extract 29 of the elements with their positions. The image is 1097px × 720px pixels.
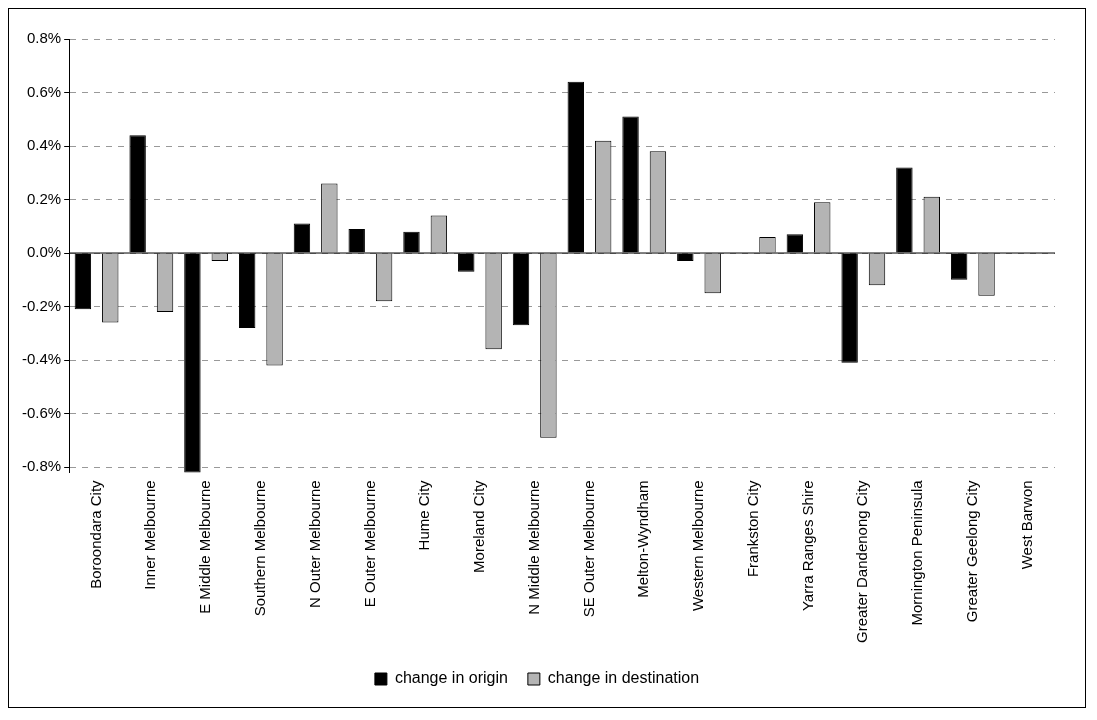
x-tick-label: West Barwon: [1017, 480, 1035, 570]
y-tick-label: 0.8%: [26, 29, 62, 47]
y-tick-label: 0.6%: [26, 82, 62, 100]
x-tick-label: Boroondara City: [86, 479, 104, 589]
y-tick-label: -0.2%: [22, 296, 62, 314]
x-tick-label: Western Melbourne: [689, 480, 707, 612]
x-tick-label: N Middle Melbourne: [524, 480, 542, 615]
x-tick-label: Melton-Wyndham: [634, 480, 652, 598]
x-tick-label: E Outer Melbourne: [360, 480, 378, 608]
x-tick-label: Greater Geelong City: [962, 479, 980, 623]
x-tick-label: Greater Dandenong City: [853, 479, 871, 643]
x-tick-label: Inner Melbourne: [141, 480, 159, 590]
y-tick-label: -0.6%: [22, 403, 62, 421]
y-tick-label: 0.4%: [26, 136, 62, 154]
y-tick-label: 0.2%: [26, 189, 62, 207]
y-tick-label: -0.8%: [22, 457, 62, 475]
x-tick-label: Mornington Peninsula: [908, 479, 926, 626]
x-tick-label: Hume City: [415, 479, 433, 551]
x-tick-label: Frankston City: [743, 479, 761, 578]
x-tick-label: SE Outer Melbourne: [579, 480, 597, 618]
x-tick-label: Yarra Ranges Shire: [798, 480, 816, 612]
y-tick-label: -0.4%: [22, 350, 62, 368]
y-tick-label: 0.0%: [26, 243, 62, 261]
x-tick-label: N Outer Melbourne: [305, 480, 323, 608]
x-tick-label: E Middle Melbourne: [196, 480, 214, 614]
x-tick-label: Southern Melbourne: [251, 480, 269, 617]
legend-label: change in destination: [547, 669, 700, 687]
x-tick-label: Moreland City: [470, 479, 488, 573]
legend-label: change in origin: [394, 669, 508, 687]
